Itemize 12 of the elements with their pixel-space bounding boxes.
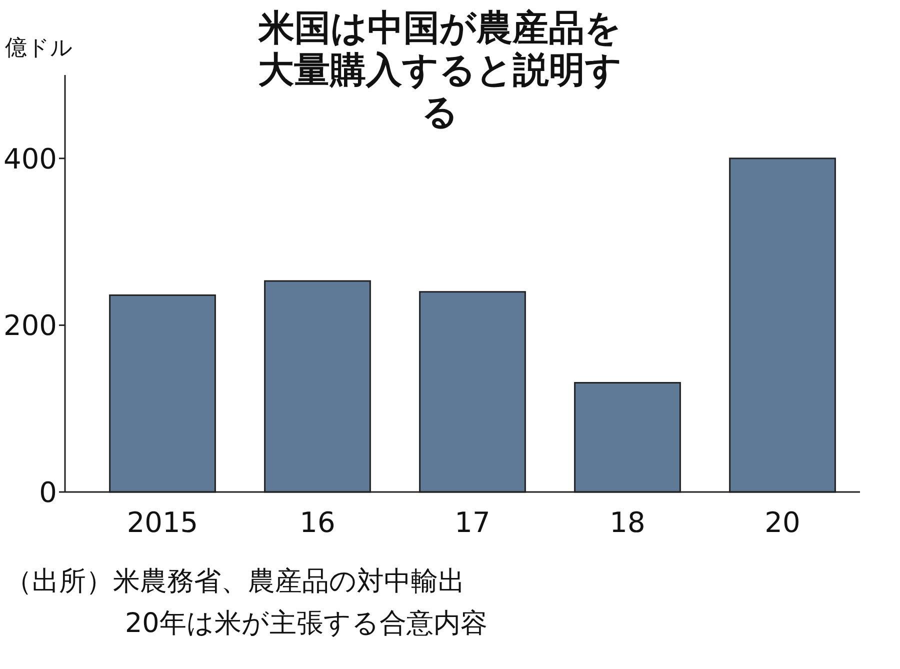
- x-tick-label: 17: [454, 506, 490, 539]
- x-tick-label: 20: [764, 506, 800, 539]
- text: （出所）米農務省、農産品の対中輸出: [5, 566, 465, 597]
- x-tick-label: 18: [610, 506, 646, 539]
- y-tick-label: 400: [4, 142, 57, 176]
- x-tick-label: 16: [300, 506, 336, 539]
- x-tick-label: 2015: [126, 506, 198, 539]
- chart-title: 米国は中国が農産品を大量購入すると説明する: [258, 8, 622, 133]
- y-tick-label: 0: [39, 476, 57, 509]
- y-tick-label: 200: [4, 309, 57, 342]
- text: 20年は米が主張する合意内容: [125, 608, 488, 639]
- y-axis-title: 億ドル: [5, 36, 73, 61]
